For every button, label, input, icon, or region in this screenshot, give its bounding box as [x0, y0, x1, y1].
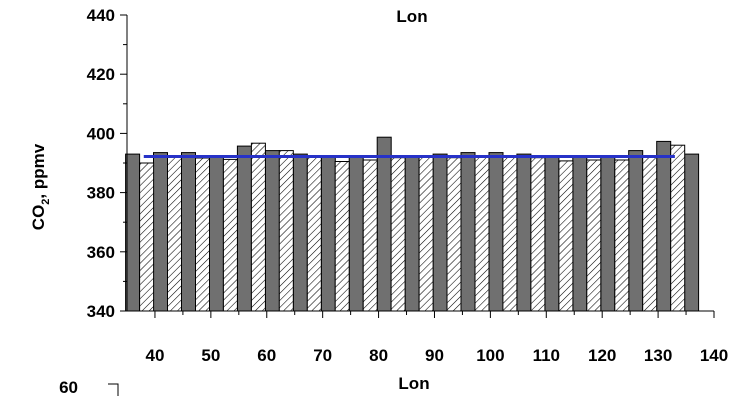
x-tick-label-40: 40	[145, 346, 164, 365]
hatched-bar-16	[586, 159, 602, 312]
solid-bar-0	[125, 153, 141, 312]
y-axis-label: CO2, ppmv	[29, 143, 52, 230]
x-tick-label-90: 90	[425, 346, 444, 365]
hatched-bar-2	[195, 157, 210, 312]
hatched-bar-9	[390, 157, 406, 312]
hatched-bar-3	[222, 158, 238, 312]
x-tick-label-120: 120	[588, 346, 616, 365]
solid-bar-2	[181, 152, 196, 312]
y-tick-label-380: 380	[87, 184, 115, 203]
y-tick-label-340: 340	[87, 302, 115, 321]
hatched-bar-14	[530, 157, 546, 312]
y-tick-label-440: 440	[87, 6, 115, 25]
hatched-bar-10	[418, 156, 434, 312]
hatched-bar-4	[250, 142, 266, 312]
hatched-bar-13	[502, 156, 518, 312]
solid-bar-4	[236, 145, 252, 312]
hatched-bar-11	[446, 157, 462, 312]
hatched-bar-19	[670, 144, 686, 312]
solid-bar-6	[292, 153, 308, 312]
hatched-bar-5	[278, 150, 294, 312]
hatched-bar-0	[139, 162, 155, 312]
y-axis-label-rest: , ppmv	[29, 143, 48, 198]
solid-bar-18	[628, 150, 644, 312]
hatched-bar-15	[558, 160, 574, 312]
solid-bar-7	[320, 155, 336, 312]
y-tick-label-400: 400	[87, 124, 115, 143]
hatched-bar-18	[642, 156, 658, 312]
solid-bar-10	[404, 155, 420, 312]
solid-bar-5	[264, 150, 280, 312]
x-tick-label-60: 60	[257, 346, 276, 365]
solid-bar-8	[348, 155, 364, 312]
x-tick-label-130: 130	[644, 346, 672, 365]
solid-bar-16	[572, 155, 588, 312]
x-tick-label-140: 140	[700, 346, 728, 365]
hatched-bar-12	[474, 156, 490, 312]
x-tick-label-100: 100	[476, 346, 504, 365]
hatched-bar-8	[362, 159, 378, 312]
solid-bar-12	[460, 152, 476, 312]
solid-bar-14	[516, 153, 532, 312]
hatched-bar-6	[306, 156, 322, 312]
solid-bar-13	[488, 152, 504, 312]
solid-bar-9	[376, 136, 392, 312]
below-axis-fragment	[108, 383, 119, 396]
solid-bar-20	[684, 153, 700, 312]
x-tick-label-50: 50	[201, 346, 220, 365]
solid-bar-11	[432, 153, 448, 312]
solid-bar-3	[208, 155, 224, 312]
hatched-bar-1	[167, 156, 182, 312]
x-tick-label-80: 80	[369, 346, 388, 365]
hatched-bar-17	[614, 159, 630, 312]
y-axis-label-sub: 2	[40, 199, 52, 205]
solid-bar-1	[153, 152, 168, 312]
solid-bar-17	[600, 155, 616, 312]
chart-title: Lon	[396, 7, 427, 26]
hatched-bar-7	[334, 161, 350, 312]
y-tick-label-420: 420	[87, 65, 115, 84]
solid-bar-19	[656, 140, 672, 312]
solid-bar-15	[544, 155, 560, 312]
y-axis-label-main: CO	[29, 205, 48, 231]
x-axis-label: Lon	[398, 374, 429, 393]
below-tick-label: 60	[59, 378, 78, 396]
x-tick-label-70: 70	[313, 346, 332, 365]
x-tick-label-110: 110	[533, 346, 560, 365]
y-tick-label-360: 360	[87, 243, 115, 262]
